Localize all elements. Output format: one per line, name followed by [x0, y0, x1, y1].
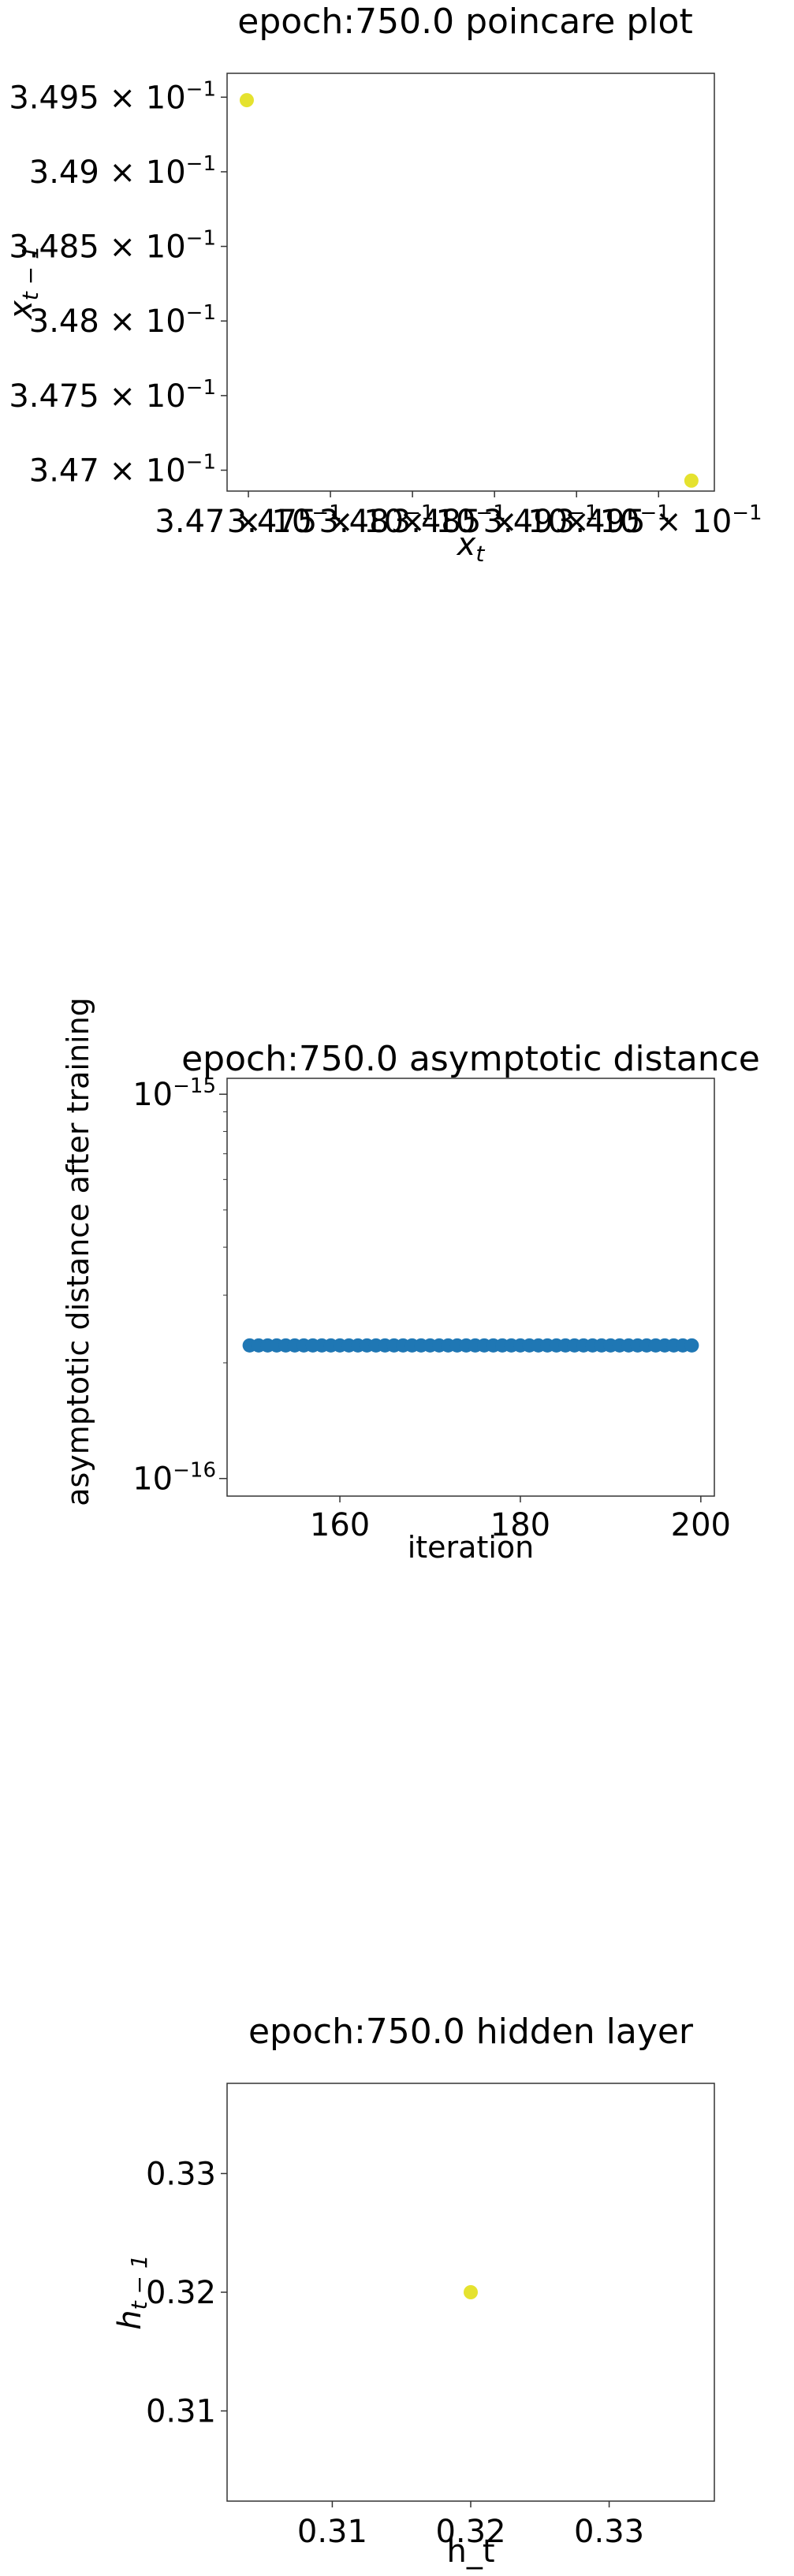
x-tick-label: 3.49 × 10−1 — [483, 501, 670, 540]
hidden-layer-x-ticks: 0.31 0.32 0.33 — [297, 2501, 644, 2550]
hidden-layer-title: epoch:750.0 hidden layer — [248, 2012, 694, 2052]
y-tick-label: 3.47 × 10−1 — [29, 451, 216, 490]
hidden-layer-chart: epoch:750.0 hidden layer 0.31 0.32 0.33 0.… — [112, 2012, 715, 2570]
y-tick-label: 0.33 — [146, 2156, 216, 2192]
x-tick-label: 3.485 × 10−1 — [391, 501, 598, 540]
y-tick-label: 10−15 — [132, 1074, 216, 1113]
x-tick-label: 3.495 × 10−1 — [555, 501, 762, 540]
asymptotic-title: epoch:750.0 asymptotic distance — [181, 1039, 760, 1079]
scatter-point — [464, 2285, 478, 2299]
hidden-layer-points — [464, 2285, 478, 2299]
poincare-chart: epoch:750.0 poincare plot 3.47 × 10−13.4… — [3, 2, 762, 567]
x-tick-label: 200 — [671, 1507, 731, 1543]
asymptotic-x-ticks: 160 180 200 — [310, 1496, 731, 1543]
y-tick-label: 3.49 × 10−1 — [29, 152, 216, 191]
poincare-y-ticks: 3.47 × 10−1 3.475 × 10−1 3.48 × 10−1 3.485 … — [9, 77, 227, 490]
y-tick-label: 0.32 — [146, 2275, 216, 2311]
x-tick-label: 180 — [490, 1507, 550, 1543]
asymptotic-x-label: iteration — [408, 1530, 535, 1565]
y-tick-label: 3.495 × 10−1 — [9, 77, 216, 116]
y-tick-label: 0.31 — [146, 2394, 216, 2430]
asymptotic-y-ticks: 10−15 10−16 — [132, 1074, 227, 1498]
poincare-title: epoch:750.0 poincare plot — [237, 2, 692, 42]
poincare-x-ticks: 3.47 × 10−13.475 × 10−13.48 × 10−13.485 … — [155, 491, 762, 540]
hidden-layer-y-label: ht − 1 — [112, 2254, 152, 2329]
hidden-layer-x-label: h_t — [446, 2533, 494, 2570]
scatter-point — [684, 1338, 699, 1353]
x-tick-label: 3.48 × 10−1 — [319, 501, 506, 540]
asymptotic-axes-frame — [226, 1078, 715, 1497]
scatter-point — [239, 93, 254, 108]
x-tick-label: 3.47 × 10−1 — [155, 501, 341, 540]
x-tick-label: 0.32 — [435, 2514, 505, 2550]
scatter-point — [684, 473, 699, 488]
x-tick-label: 0.31 — [297, 2514, 367, 2550]
y-tick-label: 3.485 × 10−1 — [9, 227, 216, 266]
x-tick-label: 160 — [310, 1507, 370, 1543]
poincare-points — [239, 93, 699, 488]
asymptotic-points — [242, 1338, 699, 1353]
y-tick-label: 10−16 — [132, 1459, 216, 1498]
x-tick-label: 0.33 — [574, 2514, 644, 2550]
y-tick-label: 3.475 × 10−1 — [9, 376, 216, 415]
asymptotic-chart: epoch:750.0 asymptotic distance 10−1510−… — [61, 997, 760, 1565]
poincare-axes-frame — [226, 73, 715, 492]
hidden-layer-y-ticks: 0.31 0.32 0.33 — [146, 2156, 227, 2430]
x-tick-label: 3.475 × 10−1 — [227, 501, 434, 540]
y-tick-label: 3.48 × 10−1 — [29, 301, 216, 340]
asymptotic-y-label: asymptotic distance after training — [61, 997, 95, 1506]
